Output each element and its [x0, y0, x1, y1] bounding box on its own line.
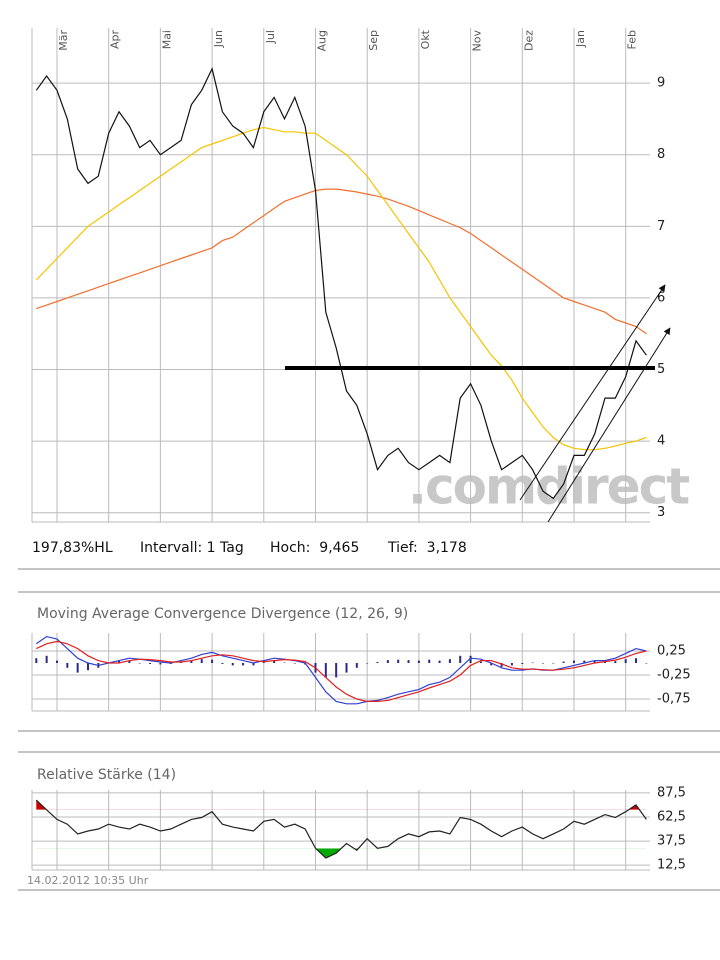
histogram-bar	[531, 662, 534, 664]
y-tick-label: 9	[657, 76, 665, 91]
histogram-bar	[417, 660, 420, 663]
histogram-bar	[138, 663, 141, 664]
histogram-bar	[521, 663, 524, 664]
histogram-bar	[407, 660, 410, 663]
info-interval: Intervall: 1 Tag	[140, 540, 244, 556]
trend-arrow	[519, 284, 666, 501]
histogram-bar	[562, 661, 565, 663]
y-tick-label: -0,75	[657, 692, 691, 707]
y-tick-label: 4	[657, 434, 665, 449]
histogram-bar	[593, 660, 596, 663]
histogram-bar	[355, 663, 358, 668]
x-tick-label: Aug	[315, 30, 328, 51]
histogram-bar	[66, 663, 69, 668]
x-tick-label: Dez	[522, 30, 535, 51]
histogram-bar	[376, 662, 379, 663]
histogram-bar	[635, 658, 638, 663]
y-tick-label: 7	[657, 219, 665, 234]
histogram-bar	[614, 661, 617, 663]
histogram-bar	[604, 662, 606, 663]
histogram-bar	[459, 655, 462, 663]
y-tick-label: 6	[657, 290, 665, 305]
histogram-bar	[55, 660, 58, 663]
histogram-bar	[149, 663, 152, 664]
plots: Mär Apr Mai Jun Jul Aug Sep Okt Nov Dez Jan Feb 3 4 5 6…	[31, 28, 691, 873]
y-tick-label: 37,5	[657, 834, 686, 849]
info-range: 197,83%HL	[32, 540, 113, 556]
x-tick-label: Mai	[160, 30, 173, 49]
x-tick-label: Jan	[574, 30, 587, 48]
histogram-bar	[552, 663, 555, 664]
macd-title: Moving Average Convergence Divergence (1…	[37, 606, 408, 622]
x-tick-label: Feb	[626, 30, 639, 49]
timestamp: 14.02.2012 10:35 Uhr	[27, 874, 149, 887]
histogram-bar	[231, 663, 234, 666]
histogram-bar	[469, 655, 472, 663]
x-tick-label: Mär	[57, 30, 70, 51]
histogram-bar	[345, 663, 348, 673]
histogram-bar	[428, 659, 431, 663]
histogram-bar	[45, 655, 48, 663]
histogram-bar	[159, 663, 162, 665]
watermark: .comdirect	[408, 458, 689, 516]
x-tick-label: Jun	[212, 30, 225, 48]
histogram-bar	[190, 660, 193, 663]
x-tick-label: Nov	[471, 30, 484, 52]
histogram-bar	[211, 659, 214, 663]
y-tick-label: 12,5	[657, 858, 686, 873]
histogram-bar	[510, 663, 513, 666]
y-tick-label: 5	[657, 362, 665, 377]
histogram-bar	[583, 660, 586, 663]
series-line	[36, 640, 647, 702]
y-tick-label: 0,25	[657, 644, 686, 659]
x-tick-label: Okt	[419, 29, 432, 49]
histogram-bar	[479, 661, 482, 663]
histogram-bar	[572, 660, 575, 663]
histogram-bar	[500, 663, 503, 667]
histogram-bar	[35, 658, 38, 663]
series-line	[35, 126, 647, 451]
y-tick-label: 62,5	[657, 809, 686, 824]
histogram-bar	[221, 663, 224, 664]
histogram-bar	[128, 660, 131, 663]
histogram-bar	[397, 659, 400, 663]
histogram-bar	[273, 660, 276, 663]
histogram-bar	[624, 659, 627, 663]
y-tick-label: 3	[657, 505, 665, 520]
histogram-bar	[324, 663, 327, 678]
histogram-bar	[118, 660, 121, 663]
histogram-bar	[87, 663, 89, 671]
info-low: Tief: 3,178	[387, 540, 467, 556]
histogram-bar	[645, 663, 648, 664]
histogram-bar	[262, 662, 265, 663]
histogram-bar	[200, 659, 203, 663]
x-tick-label: Apr	[109, 30, 122, 50]
histogram-bar	[541, 663, 544, 664]
histogram-bar	[76, 663, 79, 673]
x-tick-label: Jul	[264, 30, 277, 44]
histogram-bar	[490, 663, 493, 666]
y-tick-label: 87,5	[657, 785, 686, 800]
oversold-area	[315, 848, 359, 858]
histogram-bar	[438, 660, 441, 663]
x-tick-label: Sep	[367, 30, 380, 51]
histogram-bar	[366, 663, 369, 664]
series-line	[36, 188, 647, 335]
histogram-bar	[252, 663, 255, 666]
y-tick-label: 8	[657, 147, 665, 162]
trend-arrow	[547, 327, 671, 523]
histogram-bar	[448, 659, 451, 663]
histogram-bar	[386, 660, 389, 663]
histogram-bar	[242, 663, 245, 666]
info-high: Hoch: 9,465	[270, 540, 359, 556]
series-line	[35, 799, 647, 859]
histogram-bar	[293, 663, 296, 664]
histogram-bar	[335, 663, 338, 678]
histogram-bar	[283, 662, 286, 664]
y-tick-label: -0,25	[657, 668, 691, 683]
series-line	[35, 67, 647, 500]
rsi-title: Relative Stärke (14)	[37, 767, 176, 783]
